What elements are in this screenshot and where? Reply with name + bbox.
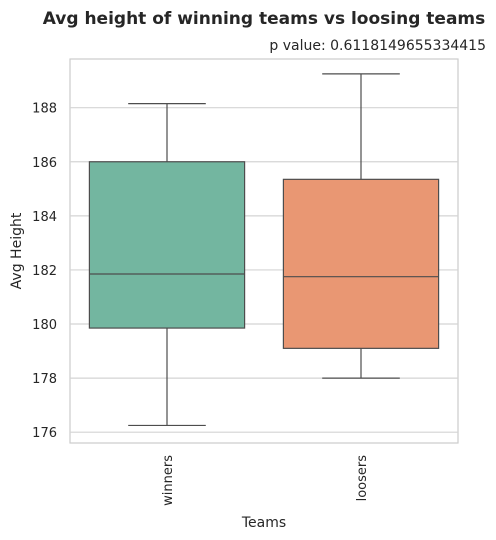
y-tick-label: 186 [32, 156, 57, 171]
y-tick-label: 184 [32, 210, 57, 225]
boxes [88, 73, 440, 427]
x-axis-label: Teams [241, 515, 286, 531]
iqr-box [282, 178, 440, 349]
y-tick-label: 188 [32, 102, 57, 117]
y-tick-labels: 176 178 180 182 184 186 188 [32, 102, 57, 442]
x-tick-labels: winners loosers [161, 455, 370, 506]
y-tick-label: 180 [32, 318, 57, 333]
x-tick-label: loosers [355, 455, 370, 502]
iqr-box [88, 161, 246, 329]
box-loosers [282, 73, 440, 379]
box-winners [88, 103, 246, 427]
y-tick-label: 176 [32, 426, 57, 441]
y-tick-label: 182 [32, 264, 57, 279]
y-axis-label: Avg Height [9, 212, 25, 289]
chart-subtitle: p value: 0.6118149655334415 [269, 38, 486, 54]
chart-title: Avg height of winning teams vs loosing t… [43, 9, 486, 29]
y-tick-label: 178 [32, 372, 57, 387]
x-tick-label: winners [161, 455, 176, 506]
